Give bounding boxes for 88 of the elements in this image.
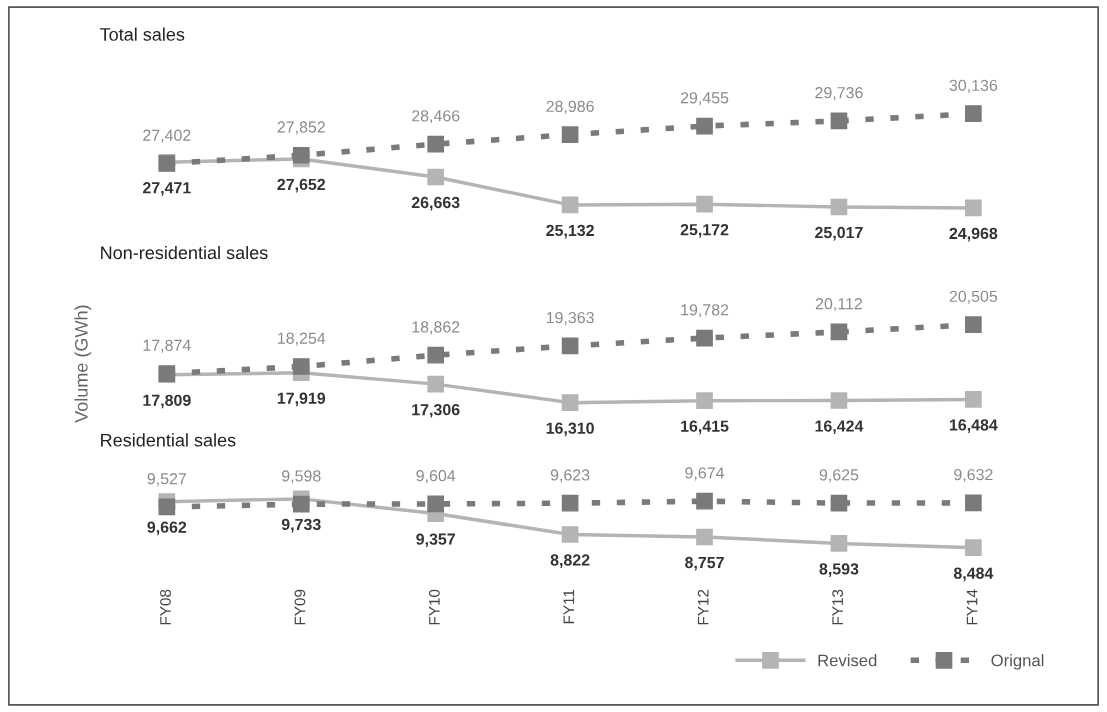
data-label: 9,674 [685,467,725,481]
y-axis-title: Volume (GWh) [74,305,92,423]
data-label: 26,663 [411,196,460,211]
data-label: 19,782 [681,304,729,318]
point [427,135,445,153]
data-label: 19,363 [546,311,594,326]
data-label: 16,310 [546,422,594,437]
data-label: 9,604 [416,470,456,484]
point [830,535,848,552]
x-tick-label: FY10 [428,589,440,625]
point [830,112,848,130]
data-label: 17,919 [277,392,326,407]
point [965,391,982,408]
point [965,316,982,333]
legend-label: Orignal [991,654,1044,670]
data-label: 29,736 [815,87,863,101]
point [696,392,713,410]
point [561,526,579,543]
data-label: 9,733 [281,518,321,533]
x-tick-label: FY09 [294,589,306,625]
point [561,337,579,355]
data-label: 9,632 [954,468,993,483]
point [696,329,713,347]
point [965,539,982,556]
data-label: 16,415 [681,420,729,435]
data-label: 8,593 [819,563,859,577]
data-label: 27,852 [277,121,325,135]
chart-title: Residential sales [101,433,236,447]
data-label: 8,757 [685,556,724,571]
point [561,494,579,512]
data-label: 9,527 [147,473,187,487]
x-tick-label: FY12 [697,589,709,625]
point [561,126,579,143]
point [292,146,310,164]
data-label: 27,471 [142,182,191,196]
point [292,495,310,513]
point [830,198,848,216]
point [830,323,848,341]
point [561,394,579,411]
data-label: 28,466 [412,110,460,124]
data-label: 18,254 [278,332,326,346]
data-label: 20,505 [949,290,998,304]
data-label: 27,402 [143,129,191,143]
data-label: 20,112 [815,298,862,312]
point [427,346,445,364]
data-label: 27,652 [277,178,326,193]
point [292,358,310,375]
x-tick-label: FY08 [160,589,171,625]
data-label: 9,357 [416,533,455,548]
data-label: 9,625 [819,469,859,483]
data-label: 30,136 [949,79,998,93]
point [965,199,982,217]
point [427,375,445,393]
point [965,105,982,122]
point [696,117,713,135]
data-label: 28,986 [546,100,594,114]
data-label: 17,306 [412,403,460,418]
point [830,392,848,409]
data-label: 17,874 [143,339,191,353]
data-label: 8,822 [550,554,590,568]
data-label: 17,809 [143,394,191,409]
chart-title: Total sales [100,27,185,41]
data-label: 25,017 [815,226,863,241]
point [830,494,848,512]
x-tick-label: FY13 [832,589,844,625]
x-tick-label: FY14 [966,589,978,625]
data-label: 25,132 [546,224,594,239]
data-label: 18,862 [412,321,460,335]
data-label: 8,484 [953,567,994,582]
point [696,528,713,546]
data-label: 25,172 [680,224,729,238]
point [965,494,982,512]
data-label: 29,455 [680,92,729,106]
data-label: 16,484 [949,419,998,433]
data-label: 24,968 [949,227,998,242]
point [561,196,579,214]
point [158,498,176,516]
point [427,168,445,186]
chart-title: Non-residential sales [101,245,268,260]
data-label: 9,623 [550,469,590,483]
legend-label: Revised [818,654,877,667]
x-tick-label: FY11 [563,589,575,624]
point [696,492,713,510]
data-label: 9,598 [282,470,321,484]
data-label: 16,424 [815,420,864,435]
data-label: 9,662 [147,521,187,536]
point [696,195,713,213]
point [427,495,445,513]
